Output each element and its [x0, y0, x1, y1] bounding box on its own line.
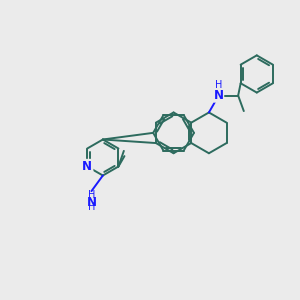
Text: H: H: [215, 80, 222, 90]
Text: H: H: [88, 190, 95, 200]
Text: N: N: [82, 160, 92, 173]
Text: H: H: [88, 202, 95, 212]
Text: N: N: [86, 196, 97, 209]
Text: N: N: [214, 89, 224, 102]
